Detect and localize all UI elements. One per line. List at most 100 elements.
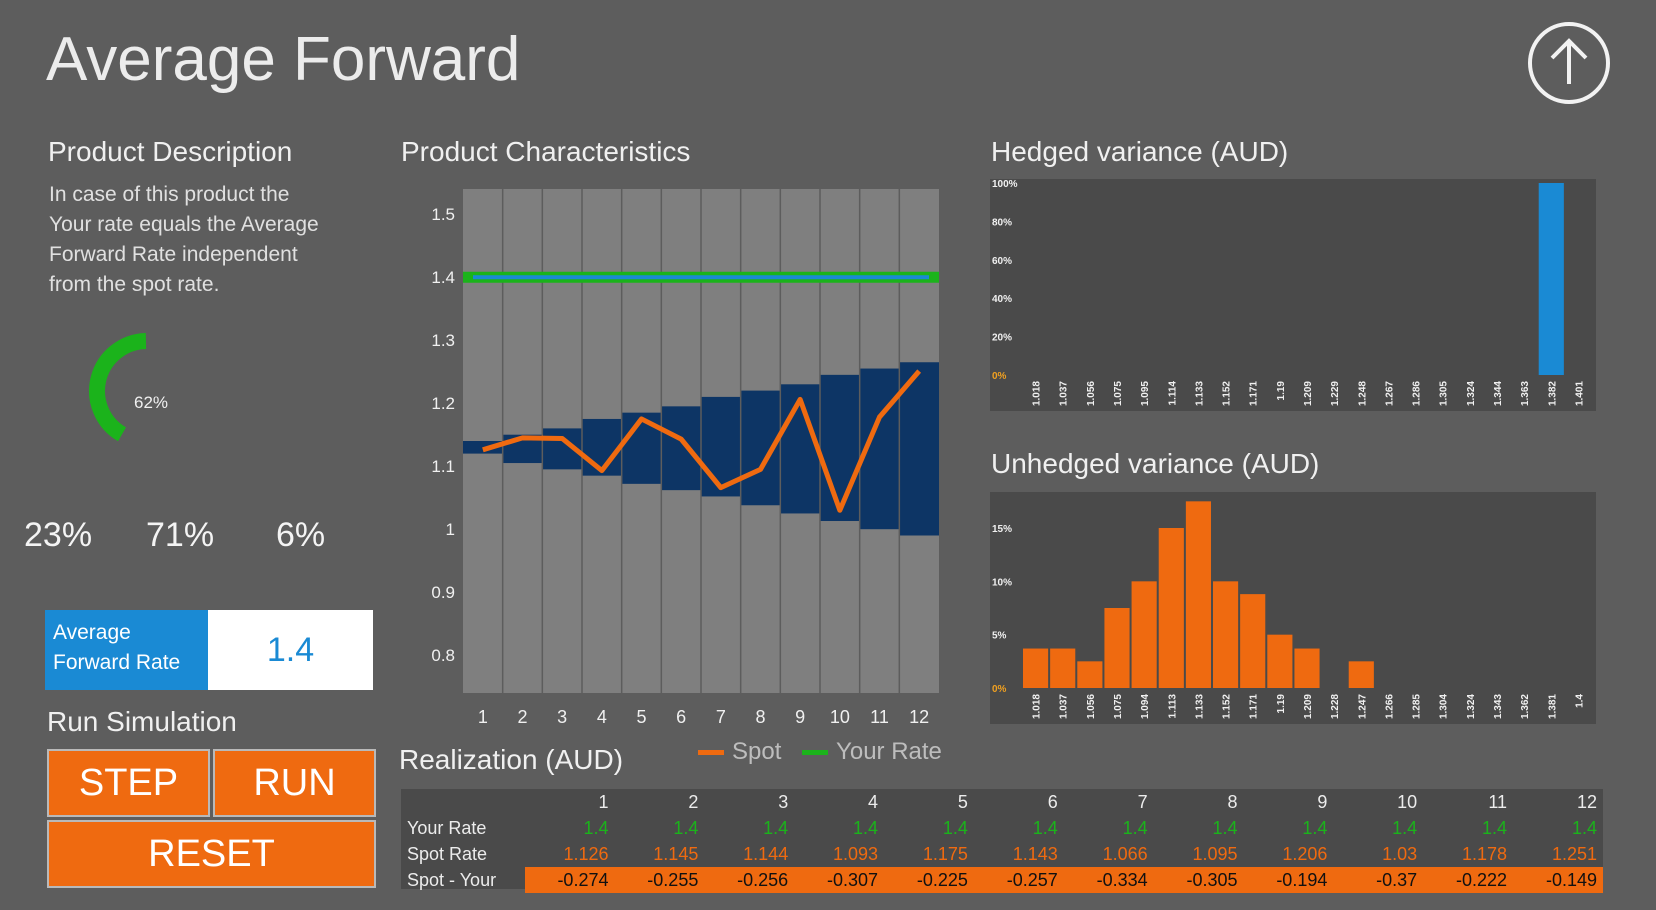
table-cell: 1.178 xyxy=(1461,843,1508,864)
x-tick-label: 1.228 xyxy=(1330,694,1341,719)
realization-row: Your Rate 1.4 1.4 1.4 1.4 1.4 1.4 1.4 1.4 1.4 1.4 1… xyxy=(401,815,1603,841)
column-header: 6 xyxy=(1047,791,1058,812)
legend-spot: Spot xyxy=(698,738,781,765)
x-tick-label: 1.363 xyxy=(1520,381,1531,406)
x-tick-label: 1.285 xyxy=(1412,694,1423,719)
table-cell: -0.334 xyxy=(1063,867,1154,893)
product-description-heading: Product Description xyxy=(48,136,293,167)
variance-bar xyxy=(1240,594,1266,688)
description-line: Your rate equals the Average xyxy=(49,213,319,236)
x-tick-label: 1 xyxy=(478,707,488,727)
column-header: 12 xyxy=(1576,791,1597,812)
step-button[interactable]: STEP xyxy=(47,749,210,817)
y-tick-label: 15% xyxy=(992,524,1012,535)
y-tick-label: 1.4 xyxy=(431,268,455,287)
column-header: 1 xyxy=(598,791,609,812)
table-cell: -0.149 xyxy=(1513,867,1603,893)
x-tick-label: 6 xyxy=(676,707,686,727)
x-tick-label: 1.133 xyxy=(1194,381,1205,406)
table-cell: 1.4 xyxy=(942,817,968,838)
table-cell: 1.251 xyxy=(1551,843,1597,864)
variance-bar xyxy=(1213,581,1239,688)
x-tick-label: 1.037 xyxy=(1059,381,1070,406)
variance-bar xyxy=(1050,648,1076,688)
column-header: 9 xyxy=(1317,791,1328,812)
description-line: from the spot rate. xyxy=(49,273,220,296)
y-tick-label: 1.1 xyxy=(431,457,455,476)
product-characteristics-chart: 1 2 3 4 5 6 7 8 9 10 11 120.80.911.11.21.31.41.5 xyxy=(431,189,939,727)
stat-percent: 6% xyxy=(276,516,326,554)
y-tick-label: 0% xyxy=(992,371,1007,382)
x-tick-label: 1.344 xyxy=(1493,381,1504,406)
table-cell: 1.4 xyxy=(1482,817,1508,838)
x-tick-label: 1.401 xyxy=(1574,381,1585,406)
table-cell: 1.4 xyxy=(853,817,879,838)
legend-your-rate-swatch xyxy=(802,750,829,756)
table-cell: 1.4 xyxy=(1571,817,1597,838)
run-button[interactable]: RUN xyxy=(213,749,376,817)
table-cell: -0.222 xyxy=(1423,867,1514,893)
x-tick-label: 1.209 xyxy=(1303,381,1314,406)
page-title: Average Forward xyxy=(46,25,521,94)
table-cell: 1.175 xyxy=(922,843,968,864)
range-band xyxy=(899,362,939,536)
average-forward-rate-label: Average Forward Rate xyxy=(45,610,208,690)
column-header: 7 xyxy=(1137,791,1148,812)
y-tick-label: 20% xyxy=(992,333,1012,344)
unhedged-variance-chart: 0% 5% 10% 15% 1.018 1.037 1.056 1.075 1.094 1.113… xyxy=(990,492,1596,724)
x-tick-label: 1.209 xyxy=(1303,694,1314,719)
table-cell: 1.4 xyxy=(1032,817,1058,838)
table-cell: 1.066 xyxy=(1102,843,1148,864)
x-tick-label: 1.113 xyxy=(1167,694,1178,719)
x-tick-label: 1.056 xyxy=(1086,381,1097,406)
x-tick-label: 12 xyxy=(909,707,929,727)
x-tick-label: 1.018 xyxy=(1032,381,1043,406)
column-header: 8 xyxy=(1227,791,1238,812)
row-label: Spot - Your xyxy=(407,869,497,890)
table-cell: -0.255 xyxy=(614,867,705,893)
x-tick-label: 1.152 xyxy=(1222,381,1233,406)
x-tick-label: 1.018 xyxy=(1032,694,1043,719)
x-tick-label: 8 xyxy=(755,707,765,727)
table-cell: -0.256 xyxy=(704,867,795,893)
variance-bar xyxy=(1077,661,1103,688)
description-line: In case of this product the xyxy=(49,183,290,206)
x-tick-label: 1.133 xyxy=(1194,694,1205,719)
afr-label-line: Average xyxy=(53,621,131,644)
x-tick-label: 1.171 xyxy=(1249,694,1260,719)
y-tick-label: 0.8 xyxy=(431,646,455,665)
reset-button[interactable]: RESET xyxy=(47,820,376,888)
y-tick-label: 5% xyxy=(992,631,1007,642)
x-tick-label: 10 xyxy=(830,707,850,727)
y-tick-label: 100% xyxy=(992,179,1018,190)
realization-row: Spot - Your -0.274 -0.255 -0.256 -0.307 -0.22… xyxy=(401,867,1603,893)
x-tick-label: 5 xyxy=(636,707,646,727)
x-tick-label: 1.381 xyxy=(1547,694,1558,719)
x-tick-label: 2 xyxy=(517,707,527,727)
average-forward-rate-value[interactable]: 1.4 xyxy=(208,610,373,690)
variance-bar xyxy=(1131,581,1157,688)
x-tick-label: 1.382 xyxy=(1547,381,1558,406)
table-cell: -0.225 xyxy=(884,867,974,893)
x-tick-label: 1.4 xyxy=(1574,694,1585,708)
y-tick-label: 1.3 xyxy=(431,331,455,350)
gauge-arc xyxy=(89,333,147,442)
x-tick-label: 1.114 xyxy=(1167,381,1178,406)
y-tick-label: 60% xyxy=(992,256,1012,267)
range-band xyxy=(582,418,622,476)
range-band xyxy=(661,406,701,491)
x-tick-label: 1.324 xyxy=(1466,381,1477,406)
chart-background xyxy=(990,492,1596,724)
table-cell: 1.093 xyxy=(833,843,879,864)
description-line: Forward Rate independent xyxy=(49,243,298,266)
chart-legend: Spot Your Rate xyxy=(698,738,942,766)
up-arrow-button[interactable] xyxy=(1528,22,1610,104)
run-simulation-heading: Run Simulation xyxy=(47,706,237,737)
x-tick-label: 1.037 xyxy=(1059,694,1070,719)
realization-row: Spot Rate 1.126 1.145 1.144 1.093 1.175 1.143 1… xyxy=(401,841,1603,867)
x-tick-label: 1.362 xyxy=(1520,694,1531,719)
variance-bar xyxy=(1348,661,1374,688)
column-header: 4 xyxy=(868,791,879,812)
x-tick-label: 1.247 xyxy=(1357,694,1368,719)
range-band xyxy=(820,374,860,522)
